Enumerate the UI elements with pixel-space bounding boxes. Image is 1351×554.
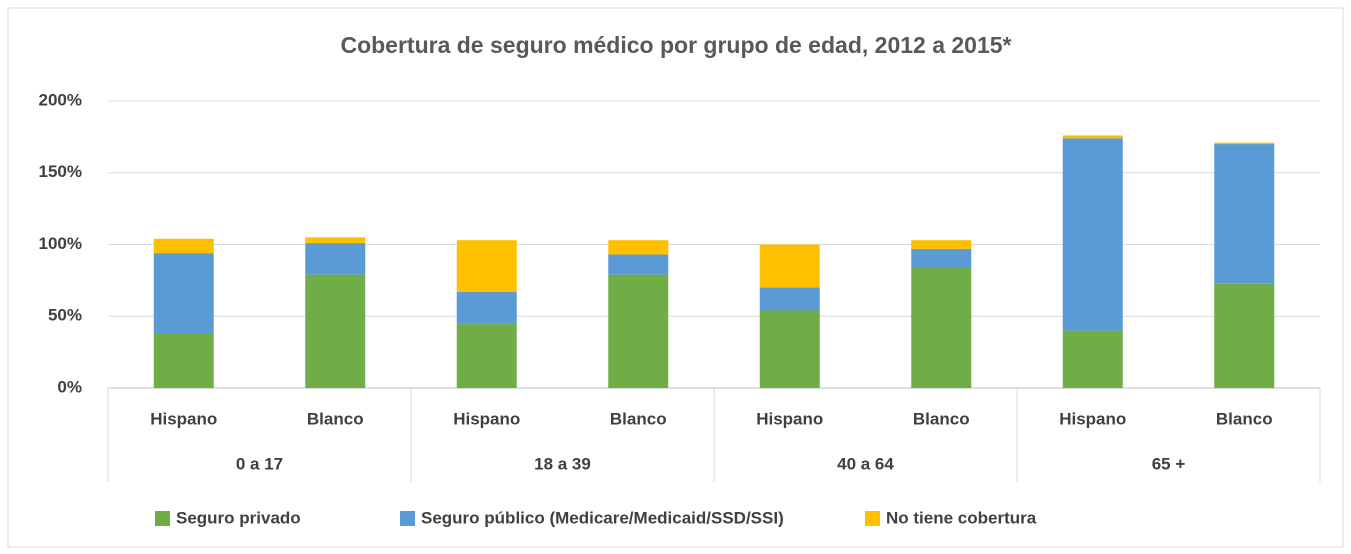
bar-segment bbox=[456, 240, 517, 292]
legend-label: Seguro público (Medicare/Medicaid/SSD/SS… bbox=[421, 508, 784, 527]
x-tick-label: Hispano bbox=[453, 409, 520, 428]
group-label: 40 a 64 bbox=[837, 454, 894, 473]
bar-segment bbox=[1214, 144, 1275, 284]
bar-segment bbox=[1214, 142, 1275, 145]
group-label: 0 a 17 bbox=[236, 454, 283, 473]
bar-segment bbox=[608, 254, 669, 275]
group-label: 18 a 39 bbox=[534, 454, 591, 473]
bar-segment bbox=[1062, 330, 1123, 388]
bar-segment bbox=[608, 274, 669, 388]
x-tick-label: Blanco bbox=[913, 409, 970, 428]
bar-segment bbox=[759, 244, 820, 288]
y-tick-label: 100% bbox=[39, 234, 82, 253]
chart-title: Cobertura de seguro médico por grupo de … bbox=[340, 32, 1011, 58]
y-tick-label: 50% bbox=[48, 306, 82, 325]
bar-segment bbox=[456, 323, 517, 388]
legend-swatch bbox=[865, 511, 880, 526]
x-tick-label: Blanco bbox=[610, 409, 667, 428]
x-tick-label: Hispano bbox=[1059, 409, 1126, 428]
bar-segment bbox=[456, 291, 517, 324]
bar-segment bbox=[759, 310, 820, 388]
y-tick-label: 150% bbox=[39, 162, 82, 181]
bar-segment bbox=[911, 267, 972, 388]
group-label: 65 + bbox=[1152, 454, 1186, 473]
bar-segment bbox=[1062, 135, 1123, 139]
bar-segment bbox=[911, 248, 972, 268]
x-tick-label: Blanco bbox=[1216, 409, 1273, 428]
x-tick-label: Blanco bbox=[307, 409, 364, 428]
legend-swatch bbox=[155, 511, 170, 526]
bar-segment bbox=[1214, 283, 1275, 388]
x-tick-label: Hispano bbox=[756, 409, 823, 428]
legend-label: Seguro privado bbox=[176, 508, 301, 527]
x-tick-label: Hispano bbox=[150, 409, 217, 428]
bar-segment bbox=[305, 243, 366, 275]
bar-segment bbox=[1062, 138, 1123, 331]
y-tick-label: 200% bbox=[39, 90, 82, 109]
bar-segment bbox=[759, 287, 820, 311]
y-tick-label: 0% bbox=[57, 377, 82, 396]
legend-swatch bbox=[400, 511, 415, 526]
bar-segment bbox=[608, 240, 669, 255]
bar-segment bbox=[153, 238, 214, 254]
bar-segment bbox=[305, 237, 366, 244]
bar-segment bbox=[911, 240, 972, 249]
bar-segment bbox=[305, 274, 366, 388]
legend-label: No tiene cobertura bbox=[886, 508, 1037, 527]
bar-segment bbox=[153, 333, 214, 388]
bar-segment bbox=[153, 253, 214, 334]
